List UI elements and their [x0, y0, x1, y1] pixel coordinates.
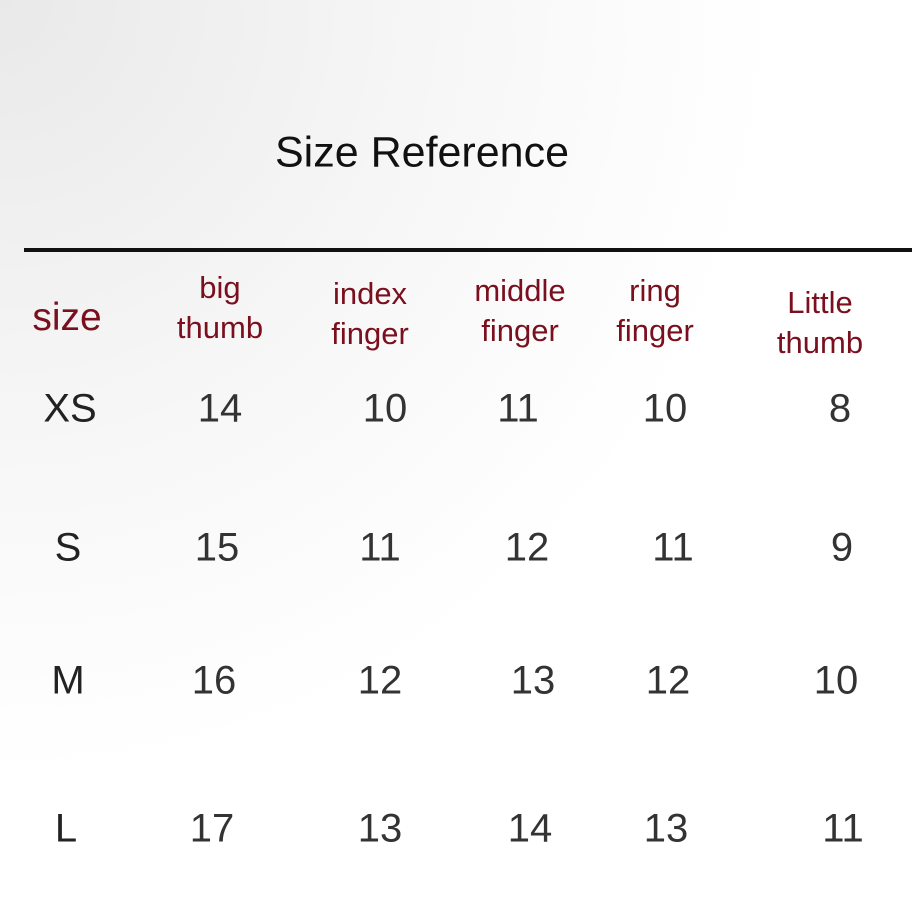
column-header-line: Little [787, 285, 853, 320]
column-header: Little thumb [777, 283, 863, 363]
column-header: middle finger [474, 271, 565, 351]
table-cell: 13 [643, 806, 689, 851]
table-cell: 10 [642, 386, 688, 431]
table-cell: 12 [504, 525, 550, 570]
column-header-line: big [199, 270, 241, 305]
table-cell: 9 [830, 525, 854, 570]
table-cell: 11 [359, 525, 401, 570]
table-cell: 12 [357, 658, 403, 703]
table-cell: 11 [497, 386, 539, 431]
page-title: Size Reference [275, 128, 569, 177]
column-header: ring finger [616, 271, 694, 351]
column-header-line: thumb [176, 310, 264, 345]
table-cell: 17 [189, 806, 235, 851]
table-cell: 11 [652, 525, 694, 570]
column-header: index finger [331, 274, 409, 354]
column-header-line: thumb [776, 325, 864, 360]
table-cell: 12 [645, 658, 691, 703]
size-label: L [54, 806, 78, 851]
table-cell: 14 [197, 386, 243, 431]
table-cell: 10 [813, 658, 859, 703]
table-cell: 11 [822, 806, 864, 851]
divider-line [24, 248, 912, 252]
size-label: M [51, 658, 85, 703]
size-column-header: size [32, 296, 102, 339]
table-cell: 16 [191, 658, 237, 703]
column-header-line: finger [331, 316, 409, 351]
table-cell: 13 [357, 806, 403, 851]
table-cell: 13 [510, 658, 556, 703]
table-cell: 8 [828, 386, 852, 431]
size-label: XS [43, 386, 97, 431]
column-header-line: finger [616, 313, 694, 348]
column-header-line: index [332, 276, 408, 311]
column-header: big thumb [177, 268, 263, 348]
column-header-line: ring [629, 273, 681, 308]
size-label: S [54, 525, 82, 570]
table-cell: 15 [194, 525, 240, 570]
column-header-line: finger [481, 313, 559, 348]
column-header-line: middle [474, 273, 566, 308]
table-cell: 14 [507, 806, 553, 851]
table-cell: 10 [362, 386, 408, 431]
